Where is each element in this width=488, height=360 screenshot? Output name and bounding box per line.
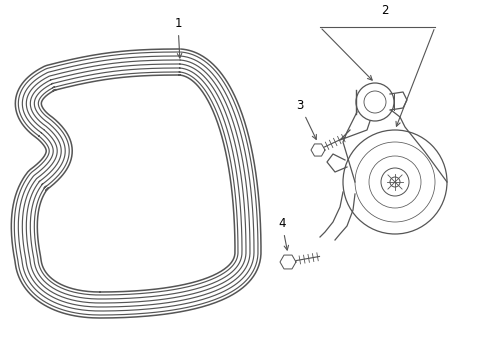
Text: 1: 1: [174, 17, 182, 58]
Text: 3: 3: [296, 99, 316, 139]
Text: 4: 4: [278, 217, 288, 250]
Text: 2: 2: [381, 4, 388, 17]
